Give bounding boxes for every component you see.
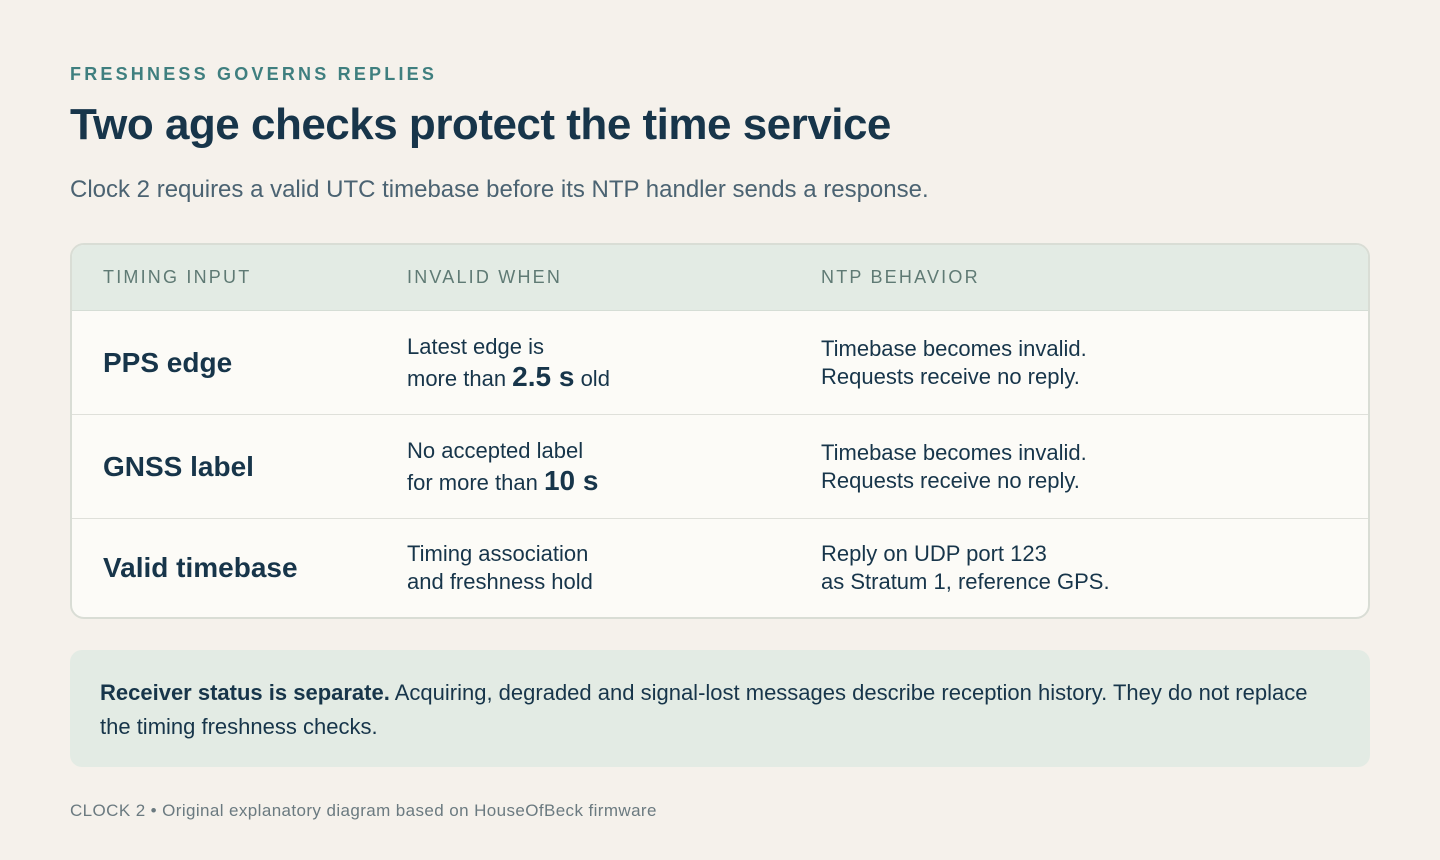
behavior-line-1: Reply on UDP port 123	[821, 541, 1047, 566]
invalid-line-1: Latest edge is	[407, 333, 544, 359]
header-invalid-when: INVALID WHEN	[407, 267, 563, 287]
table-row: PPS edge Latest edge is more than 2.5 s …	[72, 311, 1368, 415]
invalid-when-cell: No accepted label for more than 10 s	[407, 436, 598, 498]
invalid-when-cell: Latest edge is more than 2.5 s old	[407, 332, 610, 394]
invalid-text: more than	[407, 365, 513, 391]
invalid-line-2: and freshness hold	[407, 569, 593, 594]
table-header: TIMING INPUT INVALID WHEN NTP BEHAVIOR	[72, 245, 1368, 311]
note-text: Acquiring, degraded and signal-lost mess…	[100, 680, 1308, 739]
table-row: Valid timebase Timing association and fr…	[72, 519, 1368, 617]
invalid-line-1: Timing association	[407, 541, 589, 566]
invalid-text-suffix: old	[574, 365, 610, 391]
invalid-text: for more than	[407, 469, 544, 495]
behavior-line-1: Timebase becomes invalid.	[821, 335, 1087, 361]
eyebrow-label: FRESHNESS GOVERNS REPLIES	[70, 64, 438, 84]
timing-table: TIMING INPUT INVALID WHEN NTP BEHAVIOR P…	[70, 243, 1370, 619]
note-lead: Receiver status is separate.	[100, 680, 390, 705]
table-row: GNSS label No accepted label for more th…	[72, 415, 1368, 519]
behavior-line-2: Requests receive no reply.	[821, 363, 1080, 389]
invalid-line-2: for more than 10 s	[407, 464, 599, 498]
footer-caption: CLOCK 2 • Original explanatory diagram b…	[70, 801, 657, 820]
behavior-line-2: Requests receive no reply.	[821, 467, 1080, 493]
invalid-line-1: No accepted label	[407, 437, 584, 463]
invalid-when-cell: Timing association and freshness hold	[407, 540, 593, 596]
threshold-value: 10 s	[543, 464, 599, 496]
page-subtitle: Clock 2 requires a valid UTC timebase be…	[70, 176, 929, 203]
header-ntp-behavior: NTP BEHAVIOR	[821, 267, 980, 287]
row-name: Valid timebase	[103, 552, 298, 583]
behavior-line-2: as Stratum 1, reference GPS.	[821, 569, 1110, 594]
ntp-behavior-cell: Timebase becomes invalid. Requests recei…	[821, 439, 1087, 495]
row-name: PPS edge	[103, 346, 233, 378]
invalid-line-2: more than 2.5 s old	[407, 360, 610, 394]
ntp-behavior-cell: Reply on UDP port 123 as Stratum 1, refe…	[821, 540, 1110, 596]
ntp-behavior-cell: Timebase becomes invalid. Requests recei…	[821, 335, 1087, 391]
row-name: GNSS label	[103, 450, 254, 482]
threshold-value: 2.5 s	[512, 360, 575, 392]
header-timing-input: TIMING INPUT	[103, 267, 252, 287]
receiver-status-note: Receiver status is separate. Acquiring, …	[70, 650, 1370, 767]
page-title: Two age checks protect the time service	[70, 100, 891, 149]
behavior-line-1: Timebase becomes invalid.	[821, 439, 1087, 465]
